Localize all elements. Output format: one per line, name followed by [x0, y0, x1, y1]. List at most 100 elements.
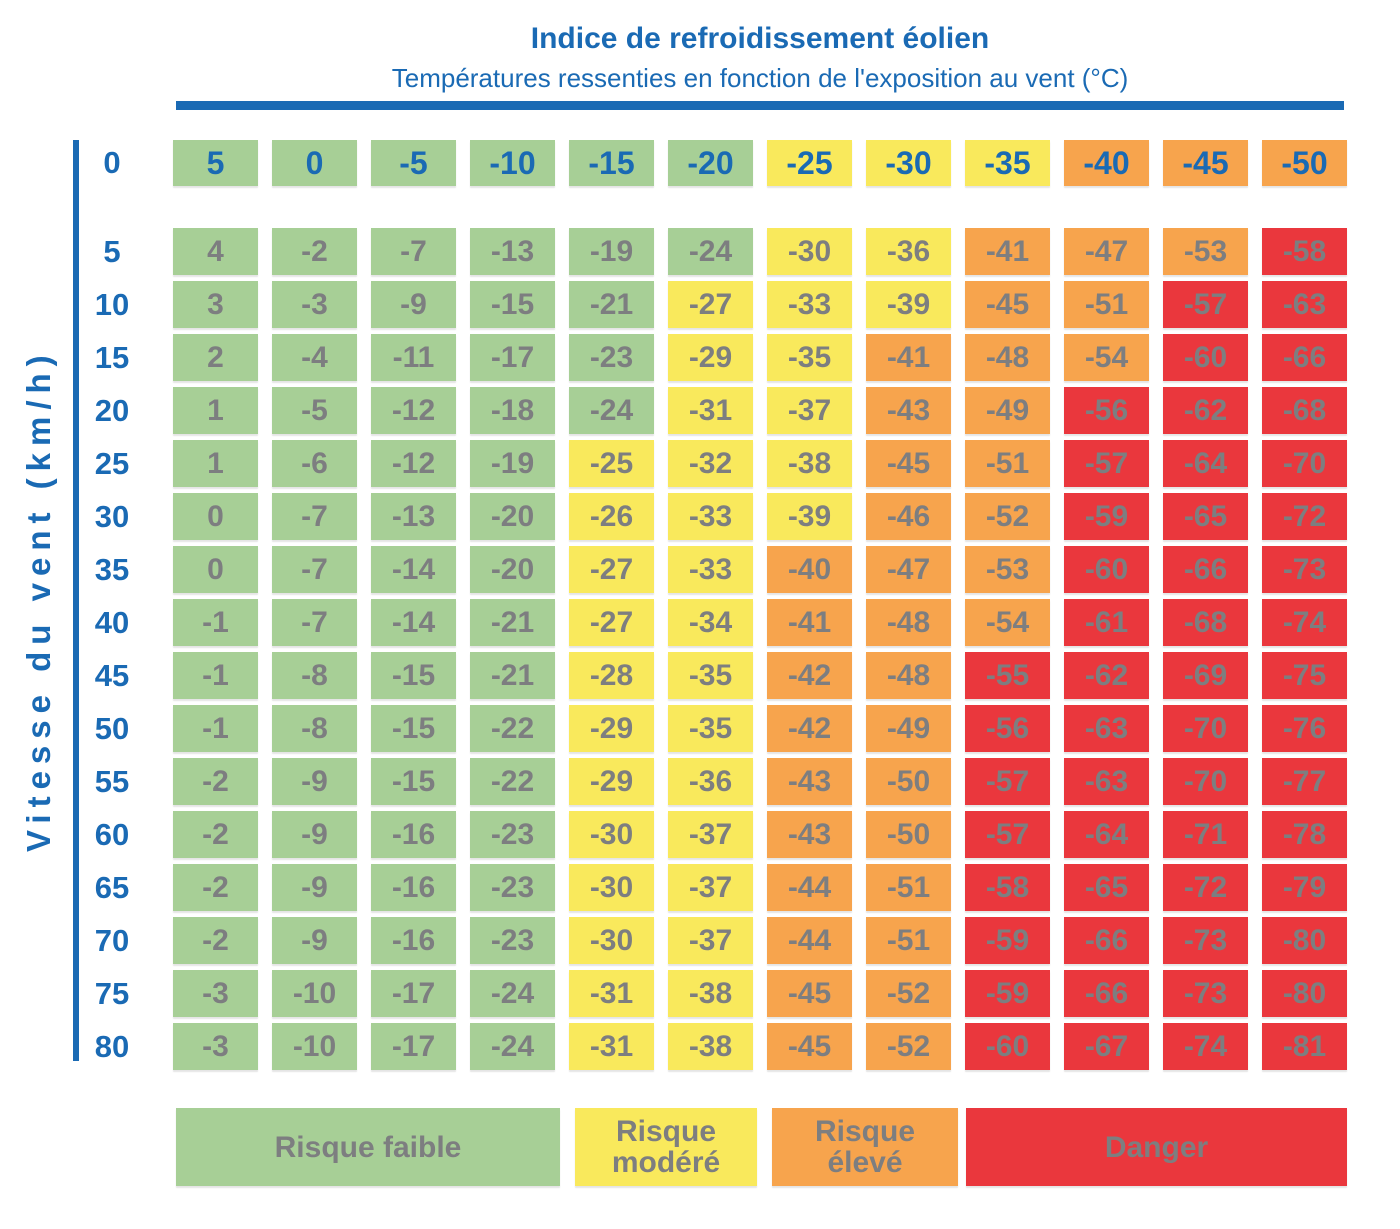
wind-speed-label: 15 [94, 339, 130, 375]
wind-chill-cell: -67 [1064, 1023, 1149, 1070]
wind-chill-cell: -28 [569, 652, 654, 699]
wind-chill-cell: -23 [470, 917, 555, 964]
wind-chill-cell: -73 [1163, 917, 1248, 964]
wind-chill-cell: -58 [965, 864, 1050, 911]
wind-chill-cell: -51 [866, 864, 951, 911]
wind-chill-cell: -45 [767, 970, 852, 1017]
wind-chill-cell: -48 [866, 652, 951, 699]
wind-chill-cell: -30 [569, 864, 654, 911]
wind-chill-cell: -1 [173, 652, 258, 699]
air-temperature-header-row: 5 0 -5 -10 -15 -20 -25 -30 -35 -40 -45 -50 [173, 140, 1347, 186]
wind-chill-cell: -15 [371, 758, 456, 805]
wind-chill-cell: -3 [173, 1023, 258, 1070]
wind-chill-cell: -63 [1064, 705, 1149, 752]
wind-chill-cell: -54 [965, 599, 1050, 646]
wind-chill-cell: -41 [965, 228, 1050, 275]
wind-chill-cell: 3 [173, 281, 258, 328]
wind-chill-cell: -10 [272, 970, 357, 1017]
wind-chill-cell: -42 [767, 652, 852, 699]
air-temp-header-cell: -5 [371, 140, 456, 186]
air-temp-header-cell: -50 [1262, 140, 1347, 186]
wind-chill-cell: -37 [668, 917, 753, 964]
wind-chill-cell: -63 [1064, 758, 1149, 805]
wind-chill-cell: -56 [965, 705, 1050, 752]
wind-speed-label: 30 [94, 498, 130, 534]
wind-chill-cell: -62 [1163, 387, 1248, 434]
wind-chill-cell: -17 [470, 334, 555, 381]
wind-chill-cell: 4 [173, 228, 258, 275]
wind-chill-cell: -58 [1262, 228, 1347, 275]
air-temp-header-cell: 5 [173, 140, 258, 186]
wind-speed-label: 40 [94, 604, 130, 640]
wind-chill-cell: -16 [371, 864, 456, 911]
wind-chill-cell: -40 [767, 546, 852, 593]
wind-chill-cell: -64 [1163, 440, 1248, 487]
wind-chill-cell: -27 [668, 281, 753, 328]
wind-chill-cell: -15 [371, 652, 456, 699]
wind-chill-cell: -17 [371, 1023, 456, 1070]
wind-chill-cell: -63 [1262, 281, 1347, 328]
legend-label-line: Risque [814, 1115, 916, 1148]
wind-chill-cell: -31 [569, 970, 654, 1017]
wind-speed-label: 55 [94, 763, 130, 799]
wind-chill-cell: -23 [569, 334, 654, 381]
wind-chill-cell: -24 [470, 970, 555, 1017]
wind-chill-cell: -50 [866, 811, 951, 858]
wind-chill-cell: -7 [272, 599, 357, 646]
wind-chill-cell: -24 [668, 228, 753, 275]
title-block: Indice de refroidissement éolien Tempéra… [173, 22, 1347, 94]
wind-chill-cell: -73 [1163, 970, 1248, 1017]
wind-chill-cell: -49 [866, 705, 951, 752]
wind-speed-labels: 0 5 10 15 20 25 30 35 40 45 50 55 60 65 70 75 80 [82, 140, 142, 1076]
wind-chill-cell: -66 [1262, 334, 1347, 381]
wind-chill-value-grid: 4 -2 -7 -13 -19 -24 -30 -36 -41 -47 -53 -58 3 -3 -9 -15… [173, 228, 1347, 1070]
legend-item-risque-faible: Risque faible [176, 1108, 560, 1186]
wind-chill-cell: -38 [668, 1023, 753, 1070]
wind-chill-cell: 0 [173, 493, 258, 540]
wind-chill-cell: -59 [1064, 493, 1149, 540]
wind-chill-cell: -10 [272, 1023, 357, 1070]
wind-chill-cell: -52 [866, 1023, 951, 1070]
wind-chill-cell: -59 [965, 917, 1050, 964]
wind-chill-cell: -47 [1064, 228, 1149, 275]
legend-item-risque-mod-r-: Risque modéré [575, 1108, 757, 1186]
wind-chill-cell: -8 [272, 652, 357, 699]
wind-speed-label: 0 [103, 145, 121, 180]
wind-chill-cell: -36 [866, 228, 951, 275]
wind-chill-cell: -72 [1262, 493, 1347, 540]
wind-chill-cell: -70 [1163, 758, 1248, 805]
wind-chill-cell: -70 [1163, 705, 1248, 752]
wind-chill-cell: -65 [1163, 493, 1248, 540]
wind-chill-cell: -6 [272, 440, 357, 487]
wind-chill-cell: -50 [866, 758, 951, 805]
wind-chill-cell: -41 [866, 334, 951, 381]
wind-chill-cell: -33 [668, 546, 753, 593]
wind-chill-cell: -41 [767, 599, 852, 646]
wind-chill-cell: -18 [470, 387, 555, 434]
wind-chill-cell: -26 [569, 493, 654, 540]
wind-chill-cell: -31 [569, 1023, 654, 1070]
wind-chill-cell: -3 [272, 281, 357, 328]
wind-chill-cell: -46 [866, 493, 951, 540]
air-temp-header-cell: -25 [767, 140, 852, 186]
wind-chill-cell: -15 [470, 281, 555, 328]
wind-speed-label: 45 [94, 657, 130, 693]
wind-chill-cell: -39 [767, 493, 852, 540]
wind-chill-cell: -45 [965, 281, 1050, 328]
wind-chill-cell: -43 [767, 811, 852, 858]
wind-chill-cell: 0 [173, 546, 258, 593]
wind-chill-cell: -60 [1163, 334, 1248, 381]
wind-chill-cell: -7 [371, 228, 456, 275]
wind-speed-label: 70 [94, 922, 130, 958]
wind-chill-cell: -57 [1163, 281, 1248, 328]
wind-chill-cell: -9 [272, 758, 357, 805]
wind-chill-cell: -29 [569, 758, 654, 805]
air-temp-header-cell: -10 [470, 140, 555, 186]
wind-chill-cell: -17 [371, 970, 456, 1017]
wind-chill-cell: -56 [1064, 387, 1149, 434]
wind-chill-cell: -70 [1262, 440, 1347, 487]
wind-chill-cell: -79 [1262, 864, 1347, 911]
wind-speed-label: 35 [94, 551, 130, 587]
wind-chill-cell: -4 [272, 334, 357, 381]
wind-chill-cell: -57 [965, 758, 1050, 805]
